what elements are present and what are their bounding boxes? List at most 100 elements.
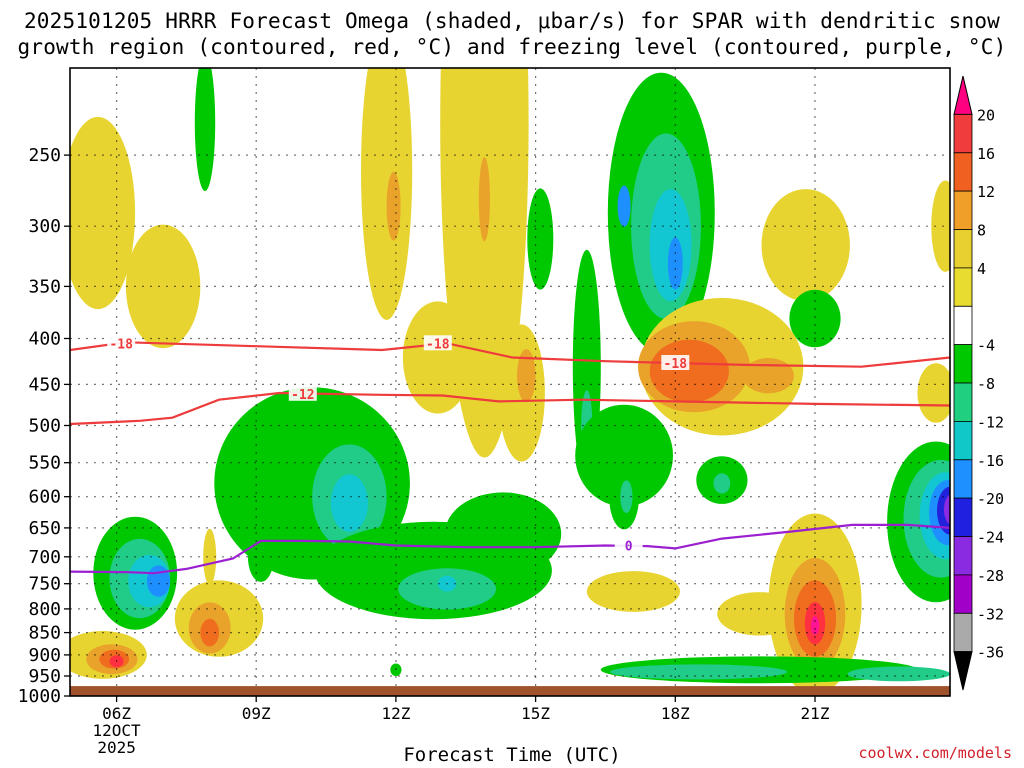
x-tick-label-18Z: 18Z <box>661 704 690 723</box>
colorbar-segment-13 <box>953 574 973 614</box>
y-tick-label-350: 350 <box>28 276 61 297</box>
contour-line-dgz-bottom <box>70 391 950 426</box>
omega-cell-51 <box>203 528 217 585</box>
omega-cell-23 <box>917 363 950 423</box>
omega-cell-9 <box>517 349 536 403</box>
y-tick-label-600: 600 <box>28 487 61 508</box>
y-tick-label-650: 650 <box>28 518 61 539</box>
contour-label-dgz-bottom-0: -12 <box>291 388 314 403</box>
omega-cell-6 <box>478 157 490 242</box>
colorbar-label--36: -36 <box>977 644 1004 662</box>
chart-title-line2: growth region (contoured, red, °C) and f… <box>17 35 1007 59</box>
chart-title-line1: 2025101205 HRRR Forecast Omega (shaded, … <box>23 9 1001 33</box>
colorbar-label--16: -16 <box>977 452 1004 470</box>
omega-cell-33 <box>330 474 368 532</box>
colorbar-label-4: 4 <box>977 260 986 278</box>
colorbar-label--28: -28 <box>977 567 1004 585</box>
omega-cell-21 <box>649 339 729 403</box>
colorbar-segment-14 <box>953 612 973 653</box>
colorbar-segment-6 <box>953 305 973 346</box>
colorbar: 20 16 12 8 4 -4 -8 -12 -16 -20 -24 -28 -32 -36 <box>953 75 1004 691</box>
colorbar-label--32: -32 <box>977 605 1004 623</box>
contour-label-dgz-top-0: -18 <box>109 337 133 352</box>
colorbar-segment-3 <box>953 190 973 230</box>
contour-line-dgz-top <box>70 341 950 368</box>
x-tick-label-21Z: 21Z <box>801 704 830 723</box>
y-tick-label-950: 950 <box>28 666 61 687</box>
contour-line-freezing-level <box>70 523 950 575</box>
colorbar-segment-12 <box>953 536 973 576</box>
contour-label-freezing-level-0: 0 <box>625 540 633 555</box>
colorbar-label--8: -8 <box>977 375 995 393</box>
omega-cell-14 <box>667 237 683 290</box>
y-tick-label-900: 900 <box>28 645 61 666</box>
omega-cell-2 <box>194 68 216 192</box>
colorbar-segment-11 <box>953 497 973 537</box>
colorbar-label--24: -24 <box>977 529 1004 547</box>
omega-cell-52 <box>586 571 681 612</box>
y-tick-label-500: 500 <box>28 416 61 437</box>
colorbar-segment-9 <box>953 420 973 461</box>
omega-cell-4 <box>386 171 401 241</box>
omega-cell-18 <box>931 180 950 272</box>
colorbar-label--4: -4 <box>977 337 995 355</box>
y-tick-label-250: 250 <box>28 145 61 166</box>
colorbar-label-20: 20 <box>977 106 995 124</box>
contour-label-bg-dgz-bottom-0 <box>288 385 317 401</box>
omega-cell-22 <box>742 358 795 394</box>
omega-cell-10 <box>527 188 554 290</box>
colorbar-segment-2 <box>953 152 973 192</box>
contour-label-dgz-top-2: -18 <box>664 357 688 372</box>
omega-shading <box>70 68 950 695</box>
contour-label-bg-dgz-top-1 <box>423 335 452 351</box>
site-credit[interactable]: coolwx.com/models <box>858 744 1012 762</box>
colorbar-label--12: -12 <box>977 413 1004 431</box>
omega-cell-64 <box>943 494 950 525</box>
x-tick-year: 2025 <box>97 738 136 757</box>
colorbar-label-12: 12 <box>977 183 995 201</box>
y-tick-label-550: 550 <box>28 453 61 474</box>
y-tick-label-300: 300 <box>28 216 61 237</box>
grid-lines <box>70 68 950 687</box>
omega-cell-43 <box>146 565 171 597</box>
omega-cell-67 <box>610 664 788 680</box>
y-tick-label-1000: 1000 <box>18 686 61 707</box>
y-tick-label-800: 800 <box>28 599 61 620</box>
y-tick-label-450: 450 <box>28 374 61 395</box>
x-tick-date: 12OCT <box>93 721 142 740</box>
contour-label-bg-freezing-level-0 <box>614 537 643 553</box>
omega-cell-26 <box>575 404 673 507</box>
omega-cell-16 <box>761 189 850 302</box>
colorbar-segment-7 <box>953 344 973 384</box>
x-tick-label-15Z: 15Z <box>521 704 550 723</box>
omega-cell-15 <box>617 185 631 227</box>
y-tick-label-850: 850 <box>28 623 61 644</box>
colorbar-segment-4 <box>953 229 973 269</box>
omega-cell-7 <box>402 301 473 414</box>
x-tick-label-09Z: 09Z <box>242 704 271 723</box>
omega-cell-30 <box>713 473 731 494</box>
omega-cell-28 <box>620 480 633 513</box>
ground-below-surface <box>70 686 950 696</box>
colorbar-segment-10 <box>953 459 973 499</box>
omega-cell-0 <box>70 116 136 310</box>
contour-label-bg-dgz-top-2 <box>661 355 690 370</box>
omega-cell-58 <box>810 616 820 635</box>
contours: -18 -18 -18 -12 0 <box>70 335 950 575</box>
omega-cell-1 <box>125 224 201 349</box>
x-tick-label-06Z: 06Z <box>102 704 131 723</box>
y-tick-label-400: 400 <box>28 329 61 350</box>
y-tick-label-700: 700 <box>28 547 61 568</box>
colorbar-segment-1 <box>953 114 973 154</box>
colorbar-top-arrow <box>953 75 973 115</box>
colorbar-label-8: 8 <box>977 222 986 240</box>
y-tick-label-750: 750 <box>28 574 61 595</box>
omega-cell-17 <box>789 289 841 348</box>
colorbar-segment-8 <box>953 382 973 422</box>
colorbar-label--20: -20 <box>977 490 1004 508</box>
y-tick-labels: 2503003504004505005506006507007508008509… <box>18 145 70 707</box>
colorbar-label-16: 16 <box>977 145 995 163</box>
colorbar-bottom-arrow <box>953 651 973 691</box>
